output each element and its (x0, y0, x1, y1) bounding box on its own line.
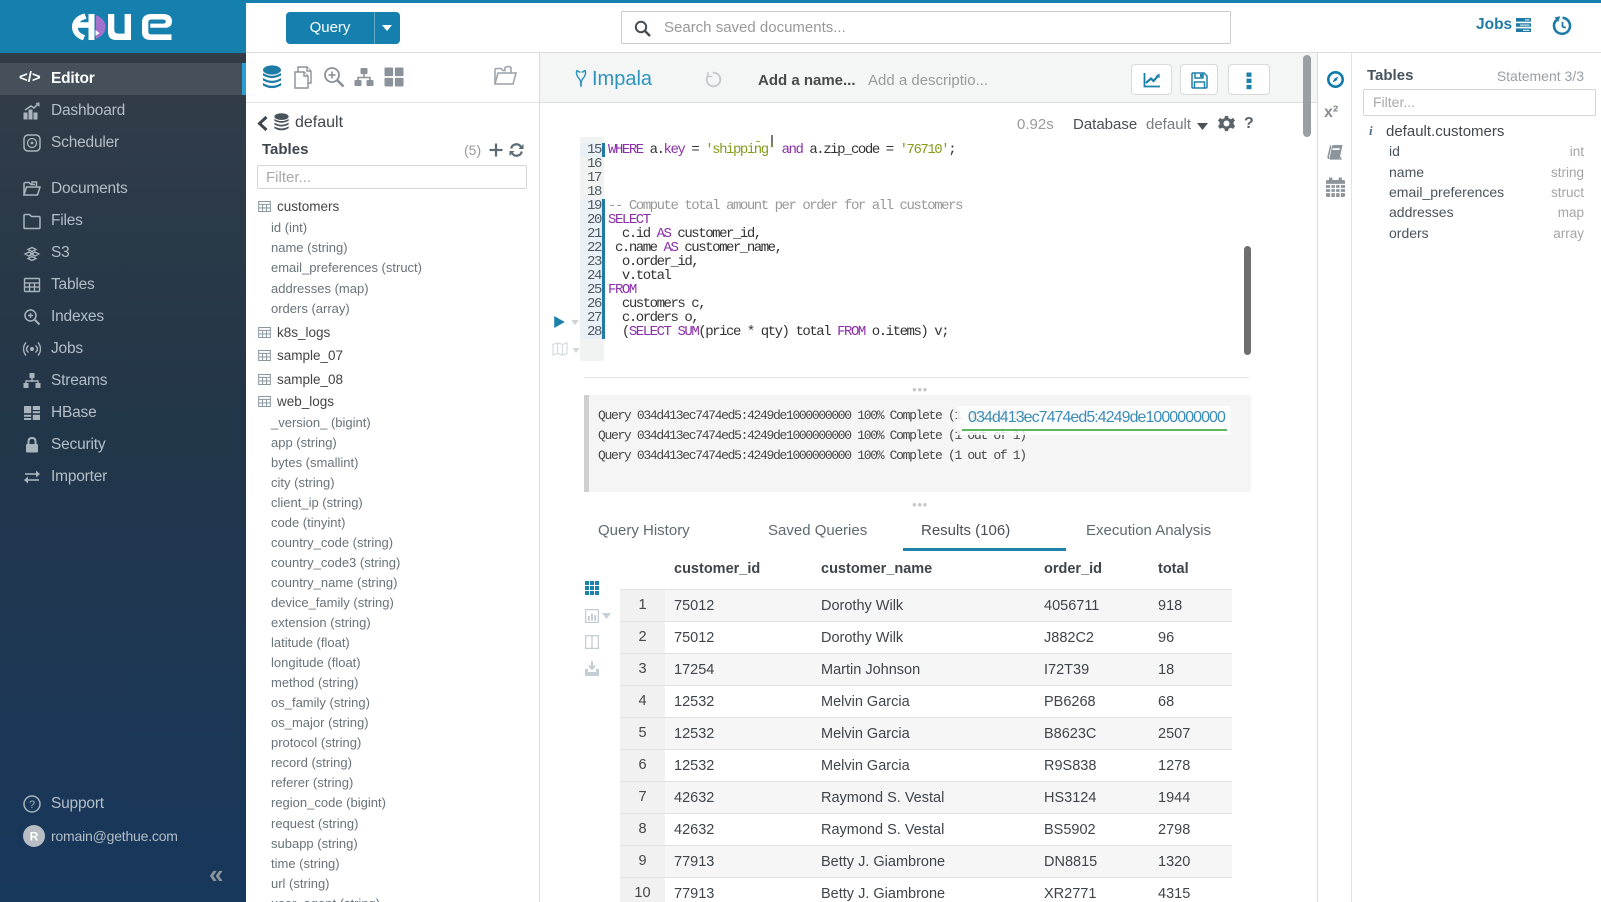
svg-text:R: R (30, 830, 39, 844)
svg-text:?: ? (29, 799, 35, 811)
